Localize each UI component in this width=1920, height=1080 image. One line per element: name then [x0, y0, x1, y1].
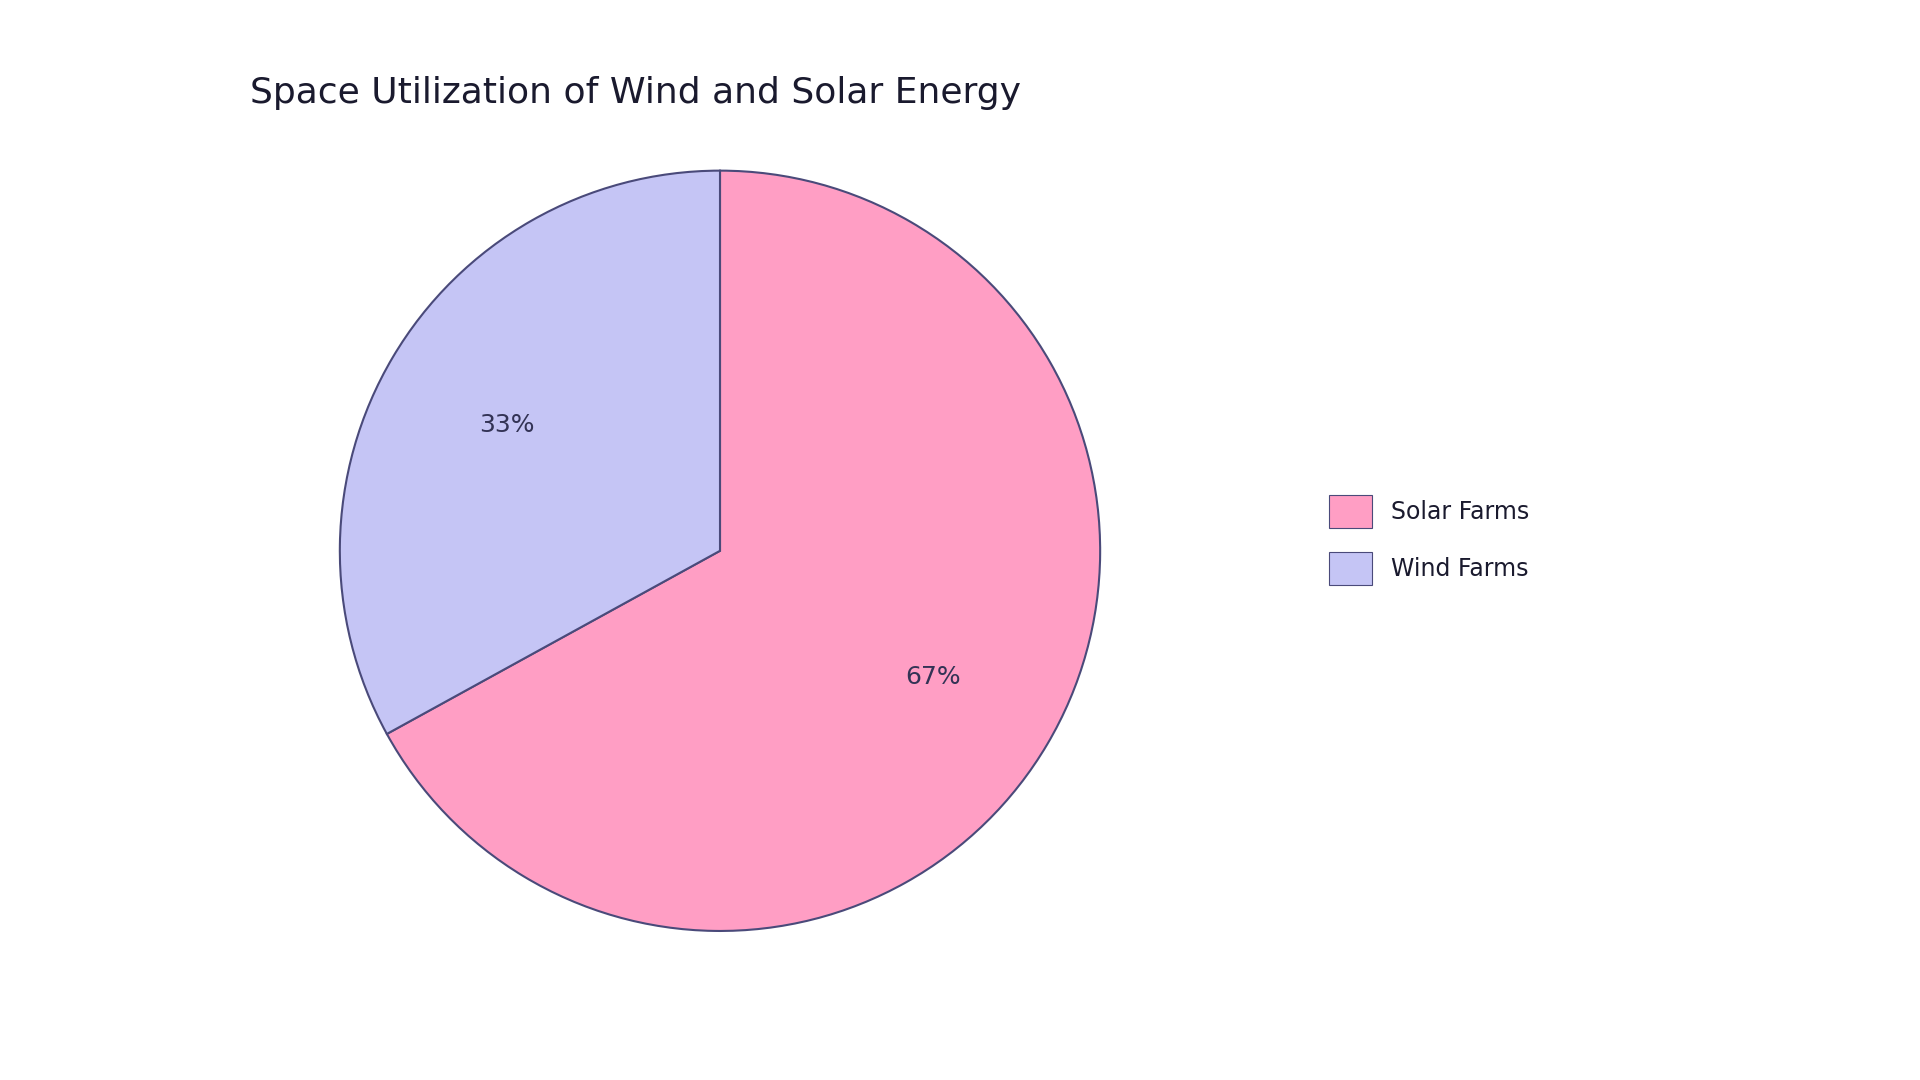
Text: 33%: 33%: [480, 413, 536, 437]
Text: 67%: 67%: [904, 664, 960, 689]
Legend: Solar Farms, Wind Farms: Solar Farms, Wind Farms: [1317, 483, 1540, 597]
Text: Space Utilization of Wind and Solar Energy: Space Utilization of Wind and Solar Ener…: [250, 76, 1021, 109]
Wedge shape: [340, 171, 720, 734]
Wedge shape: [386, 171, 1100, 931]
